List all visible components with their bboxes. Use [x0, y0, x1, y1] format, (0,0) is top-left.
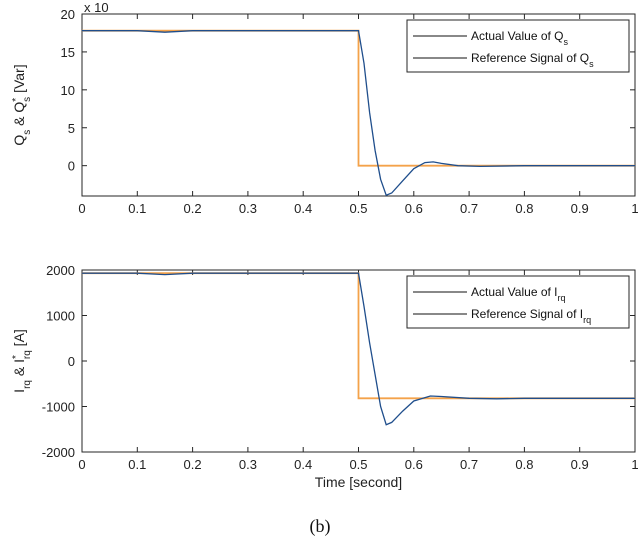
y-tick-label: 0 — [68, 354, 75, 369]
legend-box — [406, 275, 630, 329]
x-tick-label: 0.3 — [239, 201, 257, 216]
y-tick-label: 5 — [68, 121, 75, 136]
x-tick-label: 0.7 — [460, 457, 478, 472]
x-tick-label: 0.8 — [515, 201, 533, 216]
x-tick-label: 0.4 — [294, 201, 312, 216]
y-tick-label: -1000 — [42, 400, 75, 415]
y-axis-label: Qs & Q*s [Var] — [11, 64, 33, 145]
x-axis-label: Time [second] — [315, 474, 402, 490]
y-tick-label: -2000 — [42, 445, 75, 460]
x-tick-label: 0.1 — [128, 201, 146, 216]
y-tick-label: 10 — [61, 83, 75, 98]
x-tick-label: 1 — [631, 201, 638, 216]
y-tick-label: 2000 — [46, 263, 75, 278]
legend-entry: Reference Signal of Irq — [471, 307, 591, 325]
x-tick-label: 0.3 — [239, 457, 257, 472]
x-tick-label: 0.7 — [460, 201, 478, 216]
x-tick-label: 0.2 — [184, 457, 202, 472]
actual-series-line — [82, 272, 635, 426]
figure-caption: (b) — [310, 516, 331, 537]
y-axis-label: Irq & I*rq [A] — [11, 329, 33, 393]
x-tick-label: 0.9 — [571, 457, 589, 472]
x-tick-label: 0.4 — [294, 457, 312, 472]
x-tick-label: 0.6 — [405, 201, 423, 216]
y-tick-label: 20 — [61, 7, 75, 22]
x-tick-label: 0.2 — [184, 201, 202, 216]
legend-box — [406, 19, 630, 73]
series-group — [82, 272, 635, 426]
series-group — [82, 29, 635, 196]
legend-entry: Actual Value of Qs — [471, 29, 569, 47]
x-tick-label: 1 — [631, 457, 638, 472]
x-tick-label: 0 — [78, 457, 85, 472]
y-tick-label: 1000 — [46, 309, 75, 324]
y-tick-label: 0 — [68, 159, 75, 174]
x-tick-label: 0.8 — [515, 457, 533, 472]
x-tick-label: 0.5 — [349, 457, 367, 472]
x-tick-label: 0.1 — [128, 457, 146, 472]
actual-series-line — [82, 30, 635, 196]
x-tick-label: 0.5 — [349, 201, 367, 216]
legend-entry: Actual Value of Irq — [471, 285, 566, 303]
y-scale-note: x 10 — [84, 0, 109, 15]
bottom-plot: 0 0.1 0.2 0.3 0.4 0.5 0.6 0.7 0.8 0.9 1 -2000 -1000 0… — [11, 263, 639, 490]
y-tick-label: 15 — [61, 45, 75, 60]
x-tick-label: 0.9 — [571, 201, 589, 216]
x-tick-label: 0.6 — [405, 457, 423, 472]
x-tick-label: 0 — [78, 201, 85, 216]
legend-entry: Reference Signal of Qs — [471, 51, 594, 69]
